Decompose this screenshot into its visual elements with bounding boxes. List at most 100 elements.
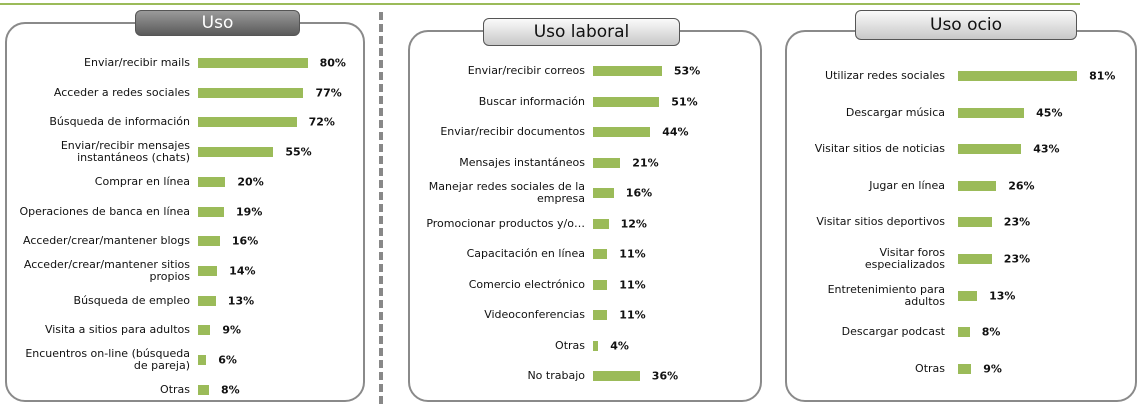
value-label: 81% xyxy=(1089,69,1116,83)
value-label: 4% xyxy=(610,339,629,352)
bar xyxy=(958,363,972,374)
value-label: 8% xyxy=(220,383,240,397)
value-label: 9% xyxy=(983,362,1002,376)
category-label: Otras xyxy=(555,338,585,352)
bar xyxy=(593,279,608,290)
bar xyxy=(198,295,216,306)
value-label: 12% xyxy=(620,217,647,230)
panel xyxy=(5,22,365,402)
value-label: 11% xyxy=(619,278,646,291)
category-label: Operaciones de banca en línea xyxy=(19,204,190,218)
chart-title: Uso xyxy=(135,10,300,36)
value-label: 44% xyxy=(662,125,689,139)
value-label: 19% xyxy=(236,205,263,218)
category-label: Enviar/recibir mensajes instantáneos (ch… xyxy=(60,139,190,165)
value-label: 55% xyxy=(285,145,312,159)
value-label: 6% xyxy=(218,353,237,367)
top-rule xyxy=(0,3,1080,5)
category-label: Comercio electrónico xyxy=(468,277,585,291)
value-label: 26% xyxy=(1008,179,1035,193)
chart-title: Uso laboral xyxy=(483,18,680,46)
value-label: 80% xyxy=(319,56,346,70)
category-label: Descargar música xyxy=(845,105,945,119)
bar xyxy=(958,107,1025,118)
bar xyxy=(593,188,614,198)
category-label: Videoconferencias xyxy=(484,308,585,321)
value-label: 13% xyxy=(227,294,255,308)
bar xyxy=(593,157,621,168)
panel xyxy=(408,30,762,402)
value-label: 53% xyxy=(673,64,701,78)
value-label: 11% xyxy=(619,308,646,322)
category-label: Utilizar redes sociales xyxy=(825,69,945,82)
value-label: 77% xyxy=(315,86,342,100)
bar xyxy=(198,355,207,365)
bar xyxy=(958,327,970,338)
divider xyxy=(379,12,383,404)
category-label: Mensajes instantáneos xyxy=(459,155,585,169)
value-label: 23% xyxy=(1003,252,1031,266)
category-label: Búsqueda de información xyxy=(49,115,190,129)
value-label: 14% xyxy=(229,264,256,278)
category-label: Entretenimiento para adultos xyxy=(827,282,945,308)
category-label: Visitar foros especializados xyxy=(864,246,945,271)
value-label: 20% xyxy=(237,175,264,189)
panel xyxy=(785,30,1137,402)
bar xyxy=(593,96,660,107)
category-label: Otras xyxy=(915,361,945,375)
value-label: 51% xyxy=(671,95,698,108)
bar xyxy=(958,180,997,191)
bar xyxy=(198,325,211,336)
category-label: Descargar podcast xyxy=(841,325,945,339)
category-label: Otras xyxy=(160,382,190,396)
bar xyxy=(958,144,1022,155)
category-label: Encuentros on-line (búsqueda de pareja) xyxy=(25,347,190,372)
bar xyxy=(958,290,978,301)
value-label: 45% xyxy=(1036,106,1063,120)
category-label: Enviar/recibir documentos xyxy=(440,125,585,138)
category-label: Jugar en línea xyxy=(869,178,945,192)
bar xyxy=(198,58,308,68)
bar xyxy=(593,371,640,381)
category-label: Enviar/recibir mails xyxy=(84,56,190,69)
category-label: Acceder a redes sociales xyxy=(53,85,190,99)
category-label: Acceder/crear/mantener blogs xyxy=(23,234,190,248)
category-label: No trabajo xyxy=(527,369,585,382)
category-label: Manejar redes sociales de la empresa xyxy=(428,180,585,205)
value-label: 11% xyxy=(619,247,646,261)
value-label: 72% xyxy=(308,115,335,129)
value-label: 21% xyxy=(632,156,659,169)
category-label: Visita a sitios para adultos xyxy=(44,323,190,337)
category-label: Promocionar productos y/o… xyxy=(426,216,585,230)
bar xyxy=(198,384,209,395)
bar xyxy=(198,176,226,187)
bar xyxy=(198,265,218,276)
bar xyxy=(593,127,651,137)
bar xyxy=(593,218,609,229)
value-label: 16% xyxy=(625,186,653,200)
bar xyxy=(198,236,220,247)
category-label: Búsqueda de empleo xyxy=(73,293,190,307)
bar xyxy=(198,87,304,98)
value-label: 13% xyxy=(989,289,1016,303)
chart-title: Uso ocio xyxy=(855,10,1077,40)
value-label: 8% xyxy=(981,325,1001,339)
bar xyxy=(958,254,992,264)
bar xyxy=(198,117,297,128)
category-label: Visitar sitios deportivos xyxy=(816,215,945,229)
value-label: 36% xyxy=(651,369,679,383)
category-label: Enviar/recibir correos xyxy=(467,64,585,77)
value-label: 9% xyxy=(222,323,242,337)
category-label: Comprar en línea xyxy=(94,174,190,188)
bar xyxy=(593,310,608,320)
category-label: Visitar sitios de noticias xyxy=(814,142,945,156)
category-label: Acceder/crear/mantener sitios propios xyxy=(23,257,190,283)
category-label: Capacitación en línea xyxy=(466,247,585,260)
bar xyxy=(593,249,608,259)
value-label: 23% xyxy=(1003,215,1031,229)
bar xyxy=(958,217,992,228)
bar xyxy=(198,206,225,217)
bar xyxy=(593,66,662,76)
category-label: Buscar información xyxy=(478,94,585,108)
